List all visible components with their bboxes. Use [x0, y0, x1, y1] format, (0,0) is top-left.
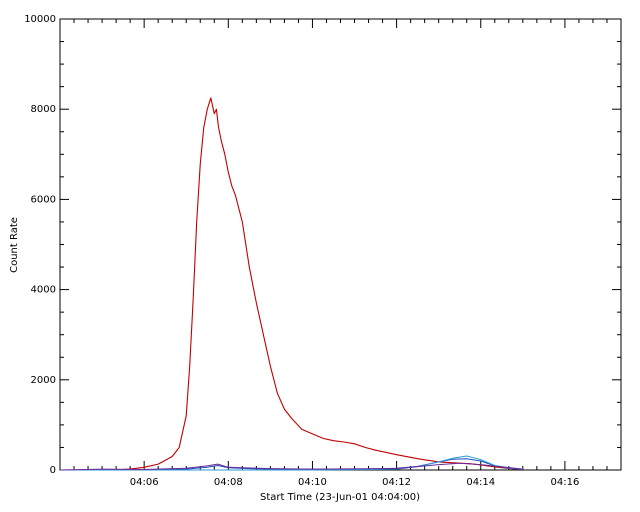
x-tick-label: 04:12	[382, 477, 411, 488]
y-tick-label: 8000	[31, 104, 56, 115]
y-tick-label: 0	[50, 465, 56, 476]
series-line-4	[59, 462, 523, 471]
x-tick-label: 04:06	[130, 477, 159, 488]
y-axis: 0 2000 4000 6000 8000 10000	[24, 14, 621, 476]
series-line-2	[60, 458, 523, 471]
x-tick-label: 04:14	[466, 477, 495, 488]
x-tick-label: 04:10	[298, 477, 327, 488]
y-tick-label: 4000	[31, 285, 56, 296]
y-tick-label: 2000	[31, 375, 56, 386]
series-group	[59, 97, 523, 471]
y-tick-label: 10000	[24, 14, 56, 25]
x-tick-label: 04:08	[214, 477, 243, 488]
x-axis: 04:06 04:08 04:10 04:12 04:14 04:16	[73, 19, 622, 488]
x-tick-label: 04:16	[550, 477, 579, 488]
x-axis-label: Start Time (23-Jun-01 04:04:00)	[260, 492, 420, 503]
series-line-1	[109, 97, 523, 471]
series-line-3	[60, 455, 523, 471]
y-tick-label: 6000	[31, 194, 56, 205]
plot-frame	[59, 18, 622, 471]
y-axis-label: Count Rate	[9, 217, 20, 273]
